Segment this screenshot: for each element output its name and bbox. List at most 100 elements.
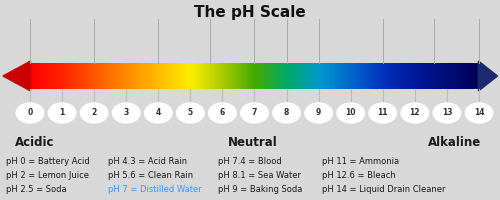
Bar <box>226 63 228 89</box>
Ellipse shape <box>112 103 140 123</box>
Bar <box>46 63 48 89</box>
Bar <box>105 63 106 89</box>
Bar <box>440 63 441 89</box>
Bar <box>256 63 257 89</box>
Bar <box>94 63 96 89</box>
Bar <box>236 63 237 89</box>
Bar <box>294 63 296 89</box>
Bar <box>330 63 331 89</box>
Bar <box>304 63 305 89</box>
Bar <box>442 63 443 89</box>
Bar <box>77 63 78 89</box>
Bar <box>124 63 126 89</box>
Bar <box>424 63 425 89</box>
Bar <box>132 63 134 89</box>
Bar <box>171 63 172 89</box>
Bar <box>394 63 396 89</box>
Bar <box>95 63 97 89</box>
Bar <box>424 63 426 89</box>
Bar <box>60 63 62 89</box>
Bar <box>82 63 83 89</box>
Bar <box>282 63 284 89</box>
Bar <box>38 63 39 89</box>
Bar <box>440 63 442 89</box>
Bar <box>472 63 473 89</box>
Bar <box>302 63 303 89</box>
Bar <box>44 63 46 89</box>
Bar <box>454 63 455 89</box>
Bar <box>180 63 181 89</box>
Text: Acidic: Acidic <box>15 137 54 150</box>
Bar <box>250 63 252 89</box>
Bar <box>148 63 149 89</box>
Bar <box>444 63 446 89</box>
Text: pH 7.4 = Blood: pH 7.4 = Blood <box>218 156 281 166</box>
Bar <box>316 63 318 89</box>
Bar <box>298 63 300 89</box>
Bar <box>30 63 32 89</box>
Bar <box>348 63 350 89</box>
Bar <box>176 63 177 89</box>
Bar <box>234 63 236 89</box>
Ellipse shape <box>369 103 396 123</box>
Bar <box>371 63 372 89</box>
Bar <box>91 63 92 89</box>
Bar <box>428 63 430 89</box>
Bar <box>246 63 248 89</box>
Bar <box>266 63 268 89</box>
Bar <box>245 63 246 89</box>
Bar <box>98 63 99 89</box>
Bar <box>461 63 462 89</box>
Bar <box>261 63 262 89</box>
Bar <box>369 63 370 89</box>
Bar <box>452 63 454 89</box>
Bar <box>415 63 416 89</box>
Bar <box>314 63 316 89</box>
Bar <box>277 63 278 89</box>
Ellipse shape <box>208 103 236 123</box>
Bar <box>339 63 340 89</box>
Bar <box>394 63 395 89</box>
Bar <box>252 63 253 89</box>
Bar <box>34 63 36 89</box>
Bar <box>343 63 345 89</box>
Bar <box>164 63 165 89</box>
Bar <box>84 63 86 89</box>
Ellipse shape <box>337 103 364 123</box>
Bar <box>412 63 414 89</box>
Bar <box>311 63 312 89</box>
Bar <box>259 63 260 89</box>
Bar <box>449 63 450 89</box>
Text: pH 4.3 = Acid Rain: pH 4.3 = Acid Rain <box>108 156 186 166</box>
Bar <box>199 63 200 89</box>
Bar <box>219 63 221 89</box>
Bar <box>417 63 418 89</box>
Bar <box>240 63 241 89</box>
Bar <box>125 63 126 89</box>
Ellipse shape <box>401 103 428 123</box>
Bar <box>465 63 466 89</box>
Bar <box>336 63 338 89</box>
Bar <box>228 63 230 89</box>
Bar <box>447 63 448 89</box>
Bar <box>218 63 220 89</box>
Bar <box>190 63 191 89</box>
Bar <box>144 63 146 89</box>
Bar <box>48 63 50 89</box>
Bar <box>210 63 212 89</box>
Ellipse shape <box>273 103 300 123</box>
Bar <box>314 63 315 89</box>
Bar <box>114 63 116 89</box>
Bar <box>248 63 250 89</box>
Bar <box>164 63 166 89</box>
Bar <box>326 63 328 89</box>
Bar <box>56 63 57 89</box>
Bar <box>54 63 56 89</box>
Bar <box>58 63 59 89</box>
Bar <box>378 63 379 89</box>
Bar <box>157 63 159 89</box>
Bar <box>78 63 80 89</box>
Bar <box>84 63 85 89</box>
Bar <box>384 63 386 89</box>
Bar <box>358 63 360 89</box>
